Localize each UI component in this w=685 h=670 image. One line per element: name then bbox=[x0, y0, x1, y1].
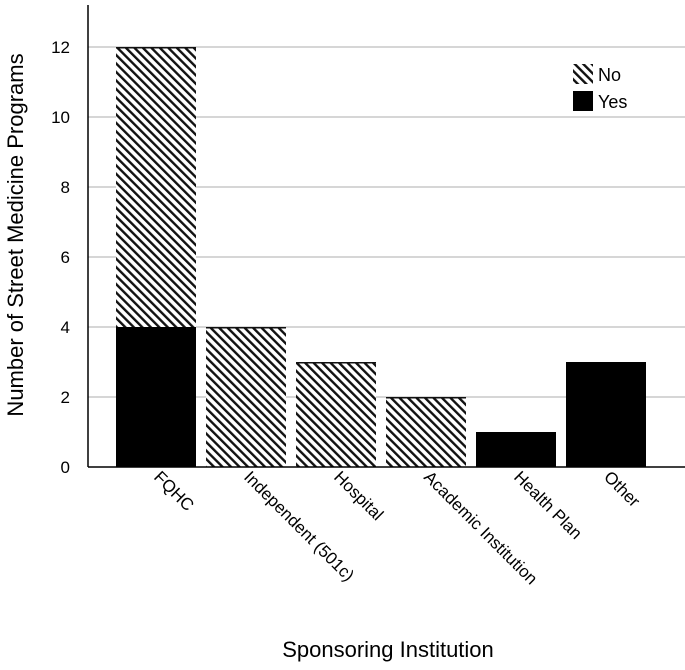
y-tick-label: 0 bbox=[61, 458, 70, 477]
y-tick-label: 8 bbox=[61, 178, 70, 197]
y-axis-title: Number of Street Medicine Programs bbox=[3, 53, 28, 416]
x-axis-title: Sponsoring Institution bbox=[282, 637, 494, 662]
legend-swatch-yes bbox=[573, 91, 593, 111]
legend-label-no: No bbox=[598, 65, 621, 85]
x-tick-label: Other bbox=[600, 467, 644, 511]
x-tick-labels: FQHC Independent (501c)Hospital Academic I… bbox=[150, 467, 644, 588]
y-tick-label: 6 bbox=[61, 248, 70, 267]
x-tick-label: Health Plan bbox=[510, 467, 586, 543]
bar-no bbox=[386, 397, 466, 467]
y-tick-label: 2 bbox=[61, 388, 70, 407]
bars bbox=[116, 47, 646, 467]
y-tick-label: 12 bbox=[51, 38, 70, 57]
legend: No Yes bbox=[573, 64, 627, 112]
bar-yes bbox=[566, 362, 646, 467]
y-tick-label: 4 bbox=[61, 318, 70, 337]
legend-swatch-no bbox=[573, 64, 593, 84]
bar-yes bbox=[116, 327, 196, 467]
bar-no bbox=[116, 47, 196, 327]
legend-label-yes: Yes bbox=[598, 92, 627, 112]
bar-no bbox=[296, 362, 376, 467]
y-tick-label: 10 bbox=[51, 108, 70, 127]
y-tick-labels: 0 2 4 6 8 10 12 bbox=[51, 38, 70, 477]
bar-no bbox=[206, 327, 286, 467]
x-tick-label: FQHC bbox=[150, 467, 197, 514]
bar-yes bbox=[476, 432, 556, 467]
axes bbox=[87, 5, 685, 468]
x-tick-label: Hospital bbox=[330, 467, 387, 524]
